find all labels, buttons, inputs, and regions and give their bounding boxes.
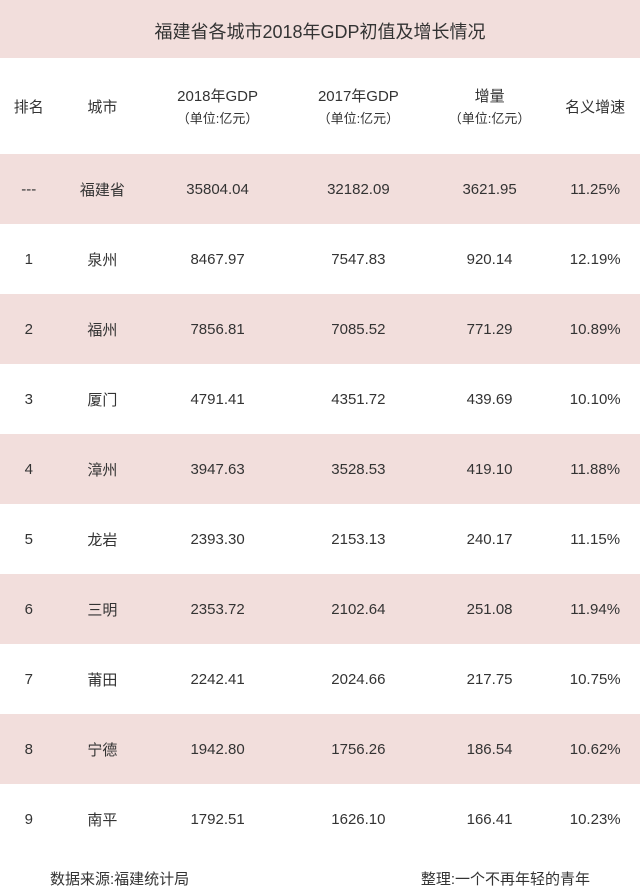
- cell-increase: 166.41: [429, 784, 551, 854]
- cell-gdp2018: 7856.81: [147, 294, 288, 364]
- cell-rank: 5: [0, 504, 58, 574]
- cell-rank: ---: [0, 154, 58, 224]
- cell-rate: 10.62%: [550, 714, 640, 784]
- cell-rate: 11.15%: [550, 504, 640, 574]
- cell-rank: 6: [0, 574, 58, 644]
- table-title: 福建省各城市2018年GDP初值及增长情况: [0, 0, 640, 58]
- col-increase-unit: （单位:亿元）: [429, 108, 551, 127]
- col-rate: 名义增速: [550, 58, 640, 154]
- gdp-table-container: 福建省各城市2018年GDP初值及增长情况 排名 城市 2018年GDP （单位…: [0, 0, 640, 881]
- cell-city: 莆田: [58, 644, 148, 714]
- cell-city: 厦门: [58, 364, 148, 434]
- cell-gdp2017: 2024.66: [288, 644, 429, 714]
- cell-increase: 771.29: [429, 294, 551, 364]
- cell-rate: 11.88%: [550, 434, 640, 504]
- cell-rank: 2: [0, 294, 58, 364]
- cell-increase: 3621.95: [429, 154, 551, 224]
- cell-gdp2018: 2353.72: [147, 574, 288, 644]
- table-header: 排名 城市 2018年GDP （单位:亿元） 2017年GDP （单位:亿元） …: [0, 58, 640, 154]
- cell-rate: 11.94%: [550, 574, 640, 644]
- table-body: ---福建省35804.0432182.093621.9511.25%1泉州84…: [0, 154, 640, 854]
- cell-gdp2018: 2242.41: [147, 644, 288, 714]
- cell-rate: 10.89%: [550, 294, 640, 364]
- col-gdp2018-unit: （单位:亿元）: [147, 108, 288, 127]
- cell-gdp2018: 2393.30: [147, 504, 288, 574]
- cell-rate: 10.23%: [550, 784, 640, 854]
- cell-gdp2017: 4351.72: [288, 364, 429, 434]
- cell-gdp2018: 1792.51: [147, 784, 288, 854]
- cell-gdp2017: 2153.13: [288, 504, 429, 574]
- cell-gdp2018: 4791.41: [147, 364, 288, 434]
- table-footer: 数据来源:福建统计局 整理:一个不再年轻的青年: [0, 854, 640, 889]
- cell-city: 福建省: [58, 154, 148, 224]
- cell-city: 泉州: [58, 224, 148, 294]
- cell-city: 南平: [58, 784, 148, 854]
- col-city: 城市: [58, 58, 148, 154]
- table-row: 6三明2353.722102.64251.0811.94%: [0, 574, 640, 644]
- cell-gdp2017: 3528.53: [288, 434, 429, 504]
- col-gdp2018-label: 2018年GDP: [177, 88, 258, 105]
- table-row: 5龙岩2393.302153.13240.1711.15%: [0, 504, 640, 574]
- col-rank: 排名: [0, 58, 58, 154]
- col-increase: 增量 （单位:亿元）: [429, 58, 551, 154]
- cell-city: 龙岩: [58, 504, 148, 574]
- col-gdp2017-label: 2017年GDP: [318, 88, 399, 105]
- footer-source: 数据来源:福建统计局: [50, 868, 189, 889]
- cell-rank: 8: [0, 714, 58, 784]
- table-row: 4漳州3947.633528.53419.1011.88%: [0, 434, 640, 504]
- cell-city: 宁德: [58, 714, 148, 784]
- table-row: 2福州7856.817085.52771.2910.89%: [0, 294, 640, 364]
- cell-increase: 186.54: [429, 714, 551, 784]
- cell-gdp2017: 7547.83: [288, 224, 429, 294]
- col-city-label: 城市: [87, 99, 117, 116]
- cell-rank: 9: [0, 784, 58, 854]
- cell-rank: 7: [0, 644, 58, 714]
- col-gdp2017-unit: （单位:亿元）: [288, 108, 429, 127]
- cell-city: 福州: [58, 294, 148, 364]
- cell-increase: 920.14: [429, 224, 551, 294]
- cell-gdp2017: 1626.10: [288, 784, 429, 854]
- table-row: 3厦门4791.414351.72439.6910.10%: [0, 364, 640, 434]
- cell-increase: 217.75: [429, 644, 551, 714]
- cell-rate: 11.25%: [550, 154, 640, 224]
- cell-gdp2018: 35804.04: [147, 154, 288, 224]
- cell-city: 三明: [58, 574, 148, 644]
- cell-increase: 419.10: [429, 434, 551, 504]
- cell-rate: 12.19%: [550, 224, 640, 294]
- cell-rate: 10.10%: [550, 364, 640, 434]
- cell-gdp2017: 7085.52: [288, 294, 429, 364]
- cell-gdp2017: 2102.64: [288, 574, 429, 644]
- cell-gdp2018: 1942.80: [147, 714, 288, 784]
- cell-gdp2017: 32182.09: [288, 154, 429, 224]
- footer-editor: 整理:一个不再年轻的青年: [421, 868, 590, 889]
- cell-increase: 439.69: [429, 364, 551, 434]
- cell-gdp2017: 1756.26: [288, 714, 429, 784]
- col-increase-label: 增量: [475, 88, 505, 105]
- gdp-table: 排名 城市 2018年GDP （单位:亿元） 2017年GDP （单位:亿元） …: [0, 58, 640, 854]
- cell-increase: 251.08: [429, 574, 551, 644]
- cell-rank: 1: [0, 224, 58, 294]
- table-row: ---福建省35804.0432182.093621.9511.25%: [0, 154, 640, 224]
- table-row: 1泉州8467.977547.83920.1412.19%: [0, 224, 640, 294]
- cell-increase: 240.17: [429, 504, 551, 574]
- col-rank-label: 排名: [14, 99, 44, 116]
- col-gdp2018: 2018年GDP （单位:亿元）: [147, 58, 288, 154]
- cell-rate: 10.75%: [550, 644, 640, 714]
- cell-rank: 3: [0, 364, 58, 434]
- cell-gdp2018: 3947.63: [147, 434, 288, 504]
- col-rate-label: 名义增速: [565, 99, 625, 116]
- table-row: 7莆田2242.412024.66217.7510.75%: [0, 644, 640, 714]
- table-row: 9南平1792.511626.10166.4110.23%: [0, 784, 640, 854]
- col-gdp2017: 2017年GDP （单位:亿元）: [288, 58, 429, 154]
- cell-rank: 4: [0, 434, 58, 504]
- table-row: 8宁德1942.801756.26186.5410.62%: [0, 714, 640, 784]
- cell-city: 漳州: [58, 434, 148, 504]
- cell-gdp2018: 8467.97: [147, 224, 288, 294]
